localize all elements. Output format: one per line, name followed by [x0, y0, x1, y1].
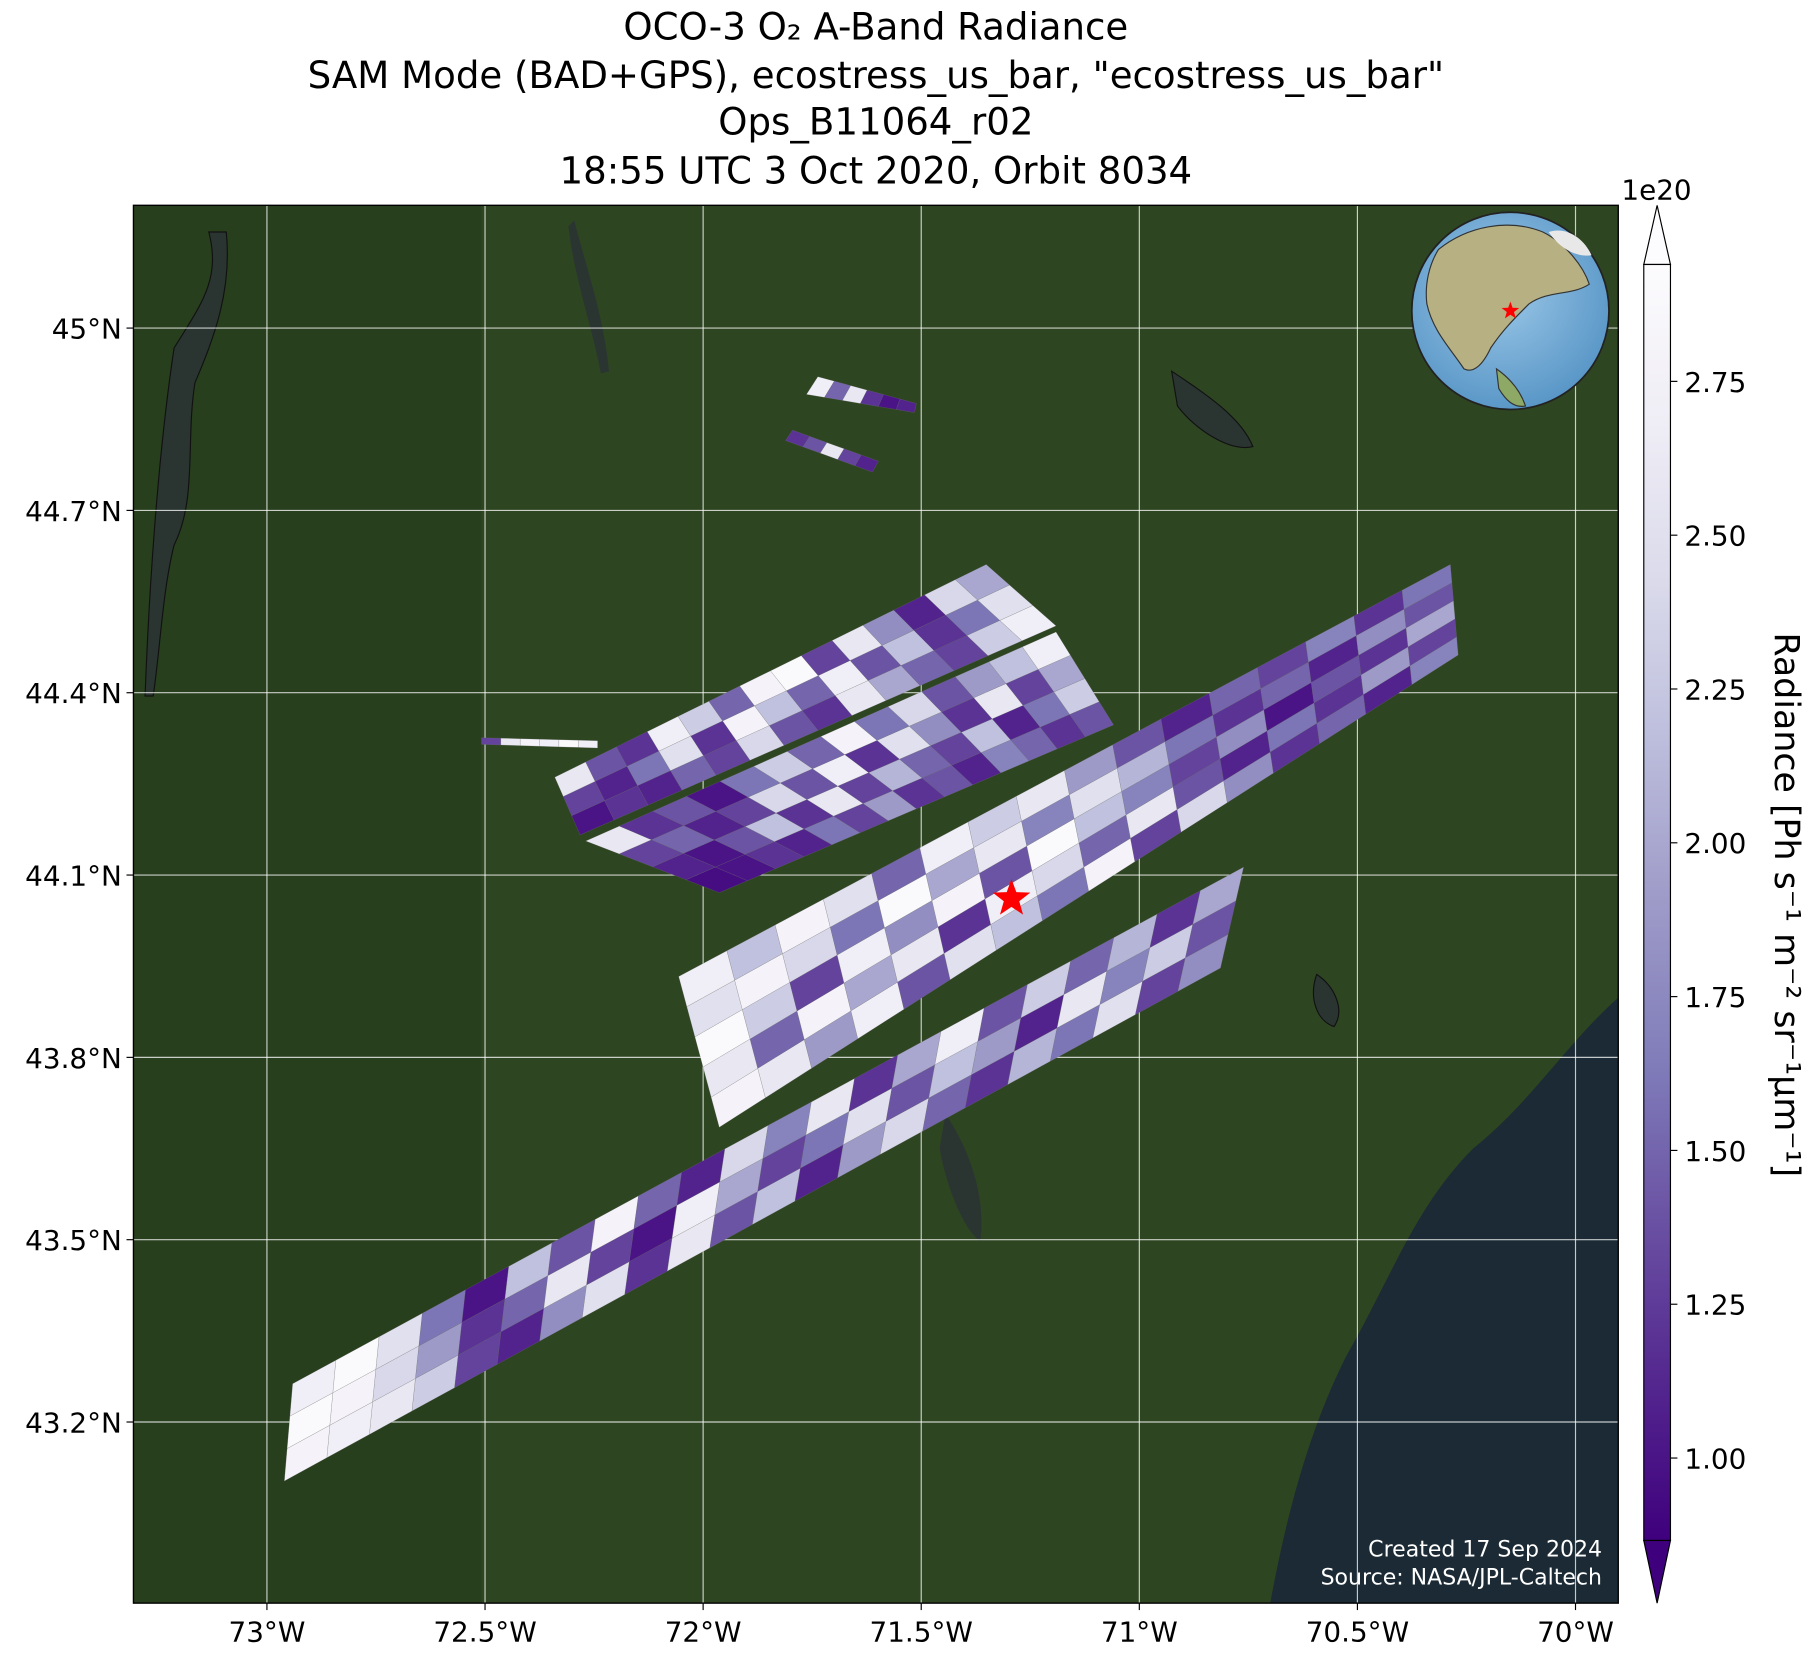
globe-target: [1501, 301, 1520, 319]
radiance-cell: [1192, 866, 1244, 925]
colorbar-tick-label: 1.00: [1684, 1442, 1746, 1475]
swaths: [284, 376, 1459, 1482]
colorbar-exponent: 1e20: [1621, 174, 1691, 207]
swath: [585, 631, 1114, 893]
lake: [144, 231, 228, 697]
colorbar-tick-label: 2.50: [1684, 520, 1746, 553]
radiance-cell: [1401, 564, 1453, 610]
radiance-cell: [896, 398, 917, 413]
y-tick-label: 44.1°N: [25, 859, 122, 892]
swath: [806, 376, 917, 413]
colorbar-tick-label: 1.75: [1684, 981, 1746, 1014]
radiance-cell: [539, 739, 560, 747]
radiance-cell: [500, 738, 521, 746]
radiance-cell: [1022, 631, 1071, 670]
inset-globe: [1410, 211, 1610, 411]
radiance-cell: [955, 564, 1010, 601]
colorbar: 1e20 Radiance [Ph s⁻¹ m⁻² sr⁻¹μm⁻¹] 1.00…: [1621, 174, 1806, 1604]
x-tick-label: 71°W: [1101, 1615, 1178, 1648]
swath: [785, 429, 879, 473]
title-line: Ops_B11064_r02: [718, 101, 1033, 144]
radiance-cell: [578, 740, 598, 749]
x-tick-label: 73°W: [229, 1615, 306, 1648]
globe-land: [1425, 224, 1590, 371]
y-tick-label: 43.2°N: [25, 1406, 122, 1439]
swath: [554, 564, 1057, 836]
footer-text: Source: NASA/JPL-Caltech: [1321, 1566, 1602, 1591]
footer-text: Created 17 Sep 2024: [1368, 1538, 1602, 1563]
colorbar-tick-label: 1.25: [1684, 1289, 1746, 1322]
lake: [568, 220, 610, 374]
y-tick-label: 45°N: [52, 313, 122, 346]
colorbar-tick-label: 2.75: [1684, 366, 1746, 399]
x-tick-label: 71.5°W: [870, 1615, 973, 1648]
colorbar-scale: [1643, 264, 1671, 1541]
x-tick-label: 72°W: [665, 1615, 742, 1648]
lake: [1312, 973, 1340, 1028]
title-line: 18:55 UTC 3 Oct 2020, Orbit 8034: [560, 149, 1193, 192]
radiance-cell: [558, 739, 579, 748]
colorbar-label: Radiance [Ph s⁻¹ m⁻² sr⁻¹μm⁻¹]: [1766, 632, 1806, 1177]
title-line: OCO-3 O₂ A-Band Radiance: [623, 5, 1128, 48]
x-tick-label: 70°W: [1537, 1615, 1614, 1648]
title-block: OCO-3 O₂ A-Band Radiance SAM Mode (BAD+G…: [308, 5, 1444, 192]
map-frame: [132, 204, 1619, 1604]
y-tick-label: 44.7°N: [25, 495, 122, 528]
x-tick-label: 72.5°W: [433, 1615, 536, 1648]
y-tick-label: 43.8°N: [25, 1042, 122, 1075]
swath: [678, 564, 1459, 1128]
radiance-cell: [854, 454, 879, 473]
colorbar-tick-label: 2.00: [1684, 827, 1746, 860]
globe-ice: [1548, 230, 1592, 256]
y-tick-label: 43.5°N: [25, 1224, 122, 1257]
colorbar-frame: [1643, 263, 1672, 1542]
axis-ticks: 73°W 72.5°W 72°W 71.5°W 71°W 70.5°W 70°W 43.2°N…: [25, 313, 1614, 1649]
swath: [284, 866, 1244, 1482]
lake: [939, 1113, 982, 1242]
colorbar-extend-min: [1643, 1539, 1672, 1604]
globe-land: [1495, 367, 1527, 407]
title-line: SAM Mode (BAD+GPS), ecostress_us_bar, "e…: [308, 54, 1444, 97]
colorbar-tick-label: 1.50: [1684, 1135, 1746, 1168]
lake: [1170, 369, 1254, 449]
target-marker: [992, 879, 1031, 915]
x-tick-label: 70.5°W: [1306, 1615, 1409, 1648]
swath: [481, 737, 598, 749]
y-tick-label: 44.4°N: [25, 677, 122, 710]
radiance-cell: [481, 737, 502, 746]
colorbar-extend-max: [1643, 205, 1672, 266]
colorbar-tick-label: 2.25: [1684, 673, 1746, 706]
map-area: Created 17 Sep 2024 Source: NASA/JPL-Cal…: [133, 205, 1619, 1604]
radiance-cell: [520, 738, 540, 747]
